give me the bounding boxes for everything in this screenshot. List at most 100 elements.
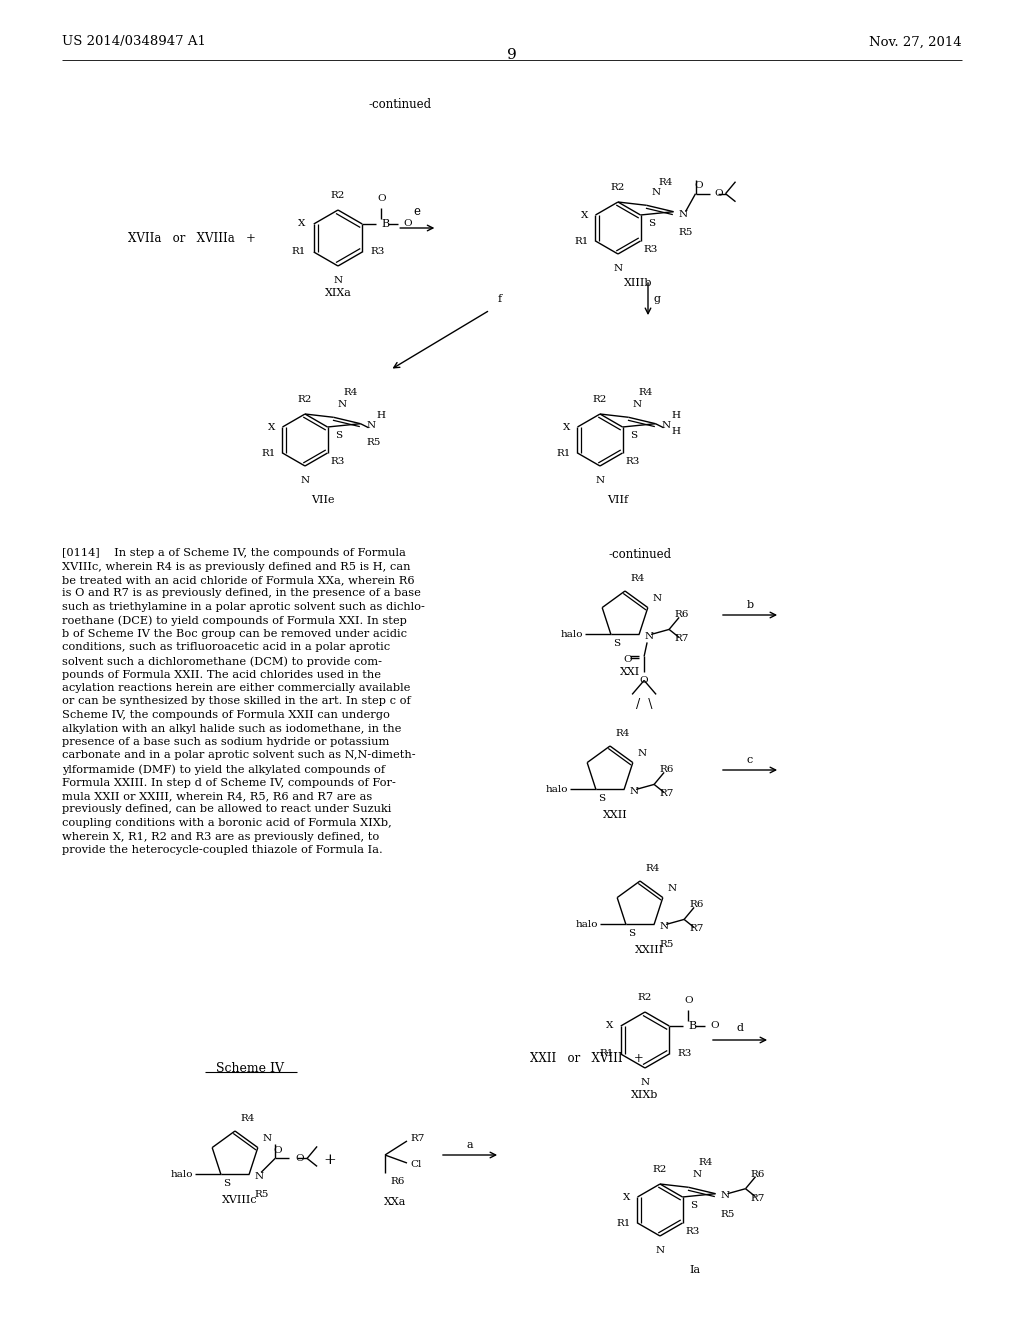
Text: O: O xyxy=(715,189,723,198)
Text: O: O xyxy=(684,997,692,1005)
Text: N: N xyxy=(644,632,653,642)
Text: R5: R5 xyxy=(721,1209,735,1218)
Text: N: N xyxy=(659,921,669,931)
Text: O: O xyxy=(403,219,412,228)
Text: such as triethylamine in a polar aprotic solvent such as dichlo-: such as triethylamine in a polar aprotic… xyxy=(62,602,425,612)
Text: R3: R3 xyxy=(685,1226,699,1236)
Text: previously defined, can be allowed to react under Suzuki: previously defined, can be allowed to re… xyxy=(62,804,391,814)
Text: R3: R3 xyxy=(331,457,345,466)
Text: R6: R6 xyxy=(674,610,688,619)
Text: R7: R7 xyxy=(689,924,703,933)
Text: B: B xyxy=(688,1020,696,1031)
Text: XXa: XXa xyxy=(384,1197,407,1206)
Text: R7: R7 xyxy=(659,789,674,799)
Text: R3: R3 xyxy=(643,244,657,253)
Text: X: X xyxy=(624,1192,631,1201)
Text: mula XXII or XXIII, wherein R4, R5, R6 and R7 are as: mula XXII or XXIII, wherein R4, R5, R6 a… xyxy=(62,791,373,801)
Text: N: N xyxy=(692,1171,701,1179)
Text: S: S xyxy=(631,430,638,440)
Text: XXIII: XXIII xyxy=(635,945,665,954)
Text: H: H xyxy=(672,428,681,436)
Text: N: N xyxy=(254,1172,263,1181)
Text: XVIIa   or   XVIIIa   +: XVIIa or XVIIIa + xyxy=(128,231,256,244)
Text: R4: R4 xyxy=(639,388,653,397)
Text: R5: R5 xyxy=(679,227,693,236)
Text: R4: R4 xyxy=(645,865,659,873)
Text: X: X xyxy=(563,422,570,432)
Text: R5: R5 xyxy=(659,940,674,949)
Text: carbonate and in a polar aprotic solvent such as N,N-dimeth-: carbonate and in a polar aprotic solvent… xyxy=(62,751,416,760)
Text: N: N xyxy=(263,1134,272,1143)
Text: f: f xyxy=(498,294,502,304)
Text: R1: R1 xyxy=(556,449,570,458)
Text: a: a xyxy=(467,1140,473,1150)
Text: R5: R5 xyxy=(367,438,381,446)
Text: S: S xyxy=(648,219,655,227)
Text: R2: R2 xyxy=(298,395,312,404)
Text: XXII: XXII xyxy=(603,810,628,820)
Text: R6: R6 xyxy=(659,766,674,775)
Text: S: S xyxy=(598,795,605,804)
Text: XXII   or   XVIII   +: XXII or XVIII + xyxy=(530,1052,644,1064)
Text: XIXa: XIXa xyxy=(325,288,351,298)
Text: ylformamide (DMF) to yield the alkylated compounds of: ylformamide (DMF) to yield the alkylated… xyxy=(62,764,385,775)
Text: N: N xyxy=(651,189,660,197)
Text: S: S xyxy=(336,430,343,440)
Text: N: N xyxy=(679,210,688,219)
Text: be treated with an acid chloride of Formula XXa, wherein R6: be treated with an acid chloride of Form… xyxy=(62,576,415,585)
Text: pounds of Formula XXII. The acid chlorides used in the: pounds of Formula XXII. The acid chlorid… xyxy=(62,669,381,680)
Text: /  \: / \ xyxy=(636,698,652,711)
Text: N: N xyxy=(655,1246,665,1255)
Text: R4: R4 xyxy=(698,1159,713,1167)
Text: R2: R2 xyxy=(653,1166,668,1173)
Text: provide the heterocycle-coupled thiazole of Formula Ia.: provide the heterocycle-coupled thiazole… xyxy=(62,845,383,855)
Text: N: N xyxy=(653,594,662,603)
Text: is O and R7 is as previously defined, in the presence of a base: is O and R7 is as previously defined, in… xyxy=(62,589,421,598)
Text: N: N xyxy=(334,276,343,285)
Text: XIXb: XIXb xyxy=(632,1090,658,1100)
Text: Scheme IV, the compounds of Formula XXII can undergo: Scheme IV, the compounds of Formula XXII… xyxy=(62,710,390,719)
Text: conditions, such as trifluoroacetic acid in a polar aprotic: conditions, such as trifluoroacetic acid… xyxy=(62,643,390,652)
Text: c: c xyxy=(746,755,753,766)
Text: N: N xyxy=(613,264,623,273)
Text: R6: R6 xyxy=(751,1170,765,1179)
Text: or can be synthesized by those skilled in the art. In step c of: or can be synthesized by those skilled i… xyxy=(62,697,411,706)
Text: N: N xyxy=(629,787,638,796)
Text: halo: halo xyxy=(170,1170,193,1179)
Text: O: O xyxy=(711,1022,719,1031)
Text: Cl: Cl xyxy=(410,1160,421,1170)
Text: X: X xyxy=(268,422,275,432)
Text: N: N xyxy=(662,421,671,430)
Text: XVIIIc, wherein R4 is as previously defined and R5 is H, can: XVIIIc, wherein R4 is as previously defi… xyxy=(62,561,411,572)
Text: 9: 9 xyxy=(507,48,517,62)
Text: R2: R2 xyxy=(331,191,345,201)
Text: R3: R3 xyxy=(677,1049,691,1059)
Text: VIIf: VIIf xyxy=(607,495,629,506)
Text: X: X xyxy=(581,210,589,219)
Text: [0114]    In step a of Scheme IV, the compounds of Formula: [0114] In step a of Scheme IV, the compo… xyxy=(62,548,406,558)
Text: R7: R7 xyxy=(674,635,688,643)
Text: XXI: XXI xyxy=(620,667,640,677)
Text: R7: R7 xyxy=(410,1134,424,1143)
Text: presence of a base such as sodium hydride or potassium: presence of a base such as sodium hydrid… xyxy=(62,737,389,747)
Text: halo: halo xyxy=(575,920,598,929)
Text: b of Scheme IV the Boc group can be removed under acidic: b of Scheme IV the Boc group can be remo… xyxy=(62,630,407,639)
Text: roethane (DCE) to yield compounds of Formula XXI. In step: roethane (DCE) to yield compounds of For… xyxy=(62,615,407,626)
Text: R7: R7 xyxy=(751,1193,765,1203)
Text: H: H xyxy=(377,412,385,420)
Text: +: + xyxy=(324,1152,336,1167)
Text: e: e xyxy=(414,205,421,218)
Text: O: O xyxy=(295,1154,304,1163)
Text: O: O xyxy=(640,676,648,685)
Text: Ia: Ia xyxy=(689,1265,700,1275)
Text: US 2014/0348947 A1: US 2014/0348947 A1 xyxy=(62,36,206,49)
Text: N: N xyxy=(668,883,677,892)
Text: S: S xyxy=(613,639,620,648)
Text: R4: R4 xyxy=(240,1114,254,1123)
Text: coupling conditions with a boronic acid of Formula XIXb,: coupling conditions with a boronic acid … xyxy=(62,818,392,828)
Text: -continued: -continued xyxy=(608,548,672,561)
Text: B: B xyxy=(381,219,389,228)
Text: S: S xyxy=(223,1179,230,1188)
Text: R1: R1 xyxy=(599,1049,613,1059)
Text: X: X xyxy=(298,219,306,228)
